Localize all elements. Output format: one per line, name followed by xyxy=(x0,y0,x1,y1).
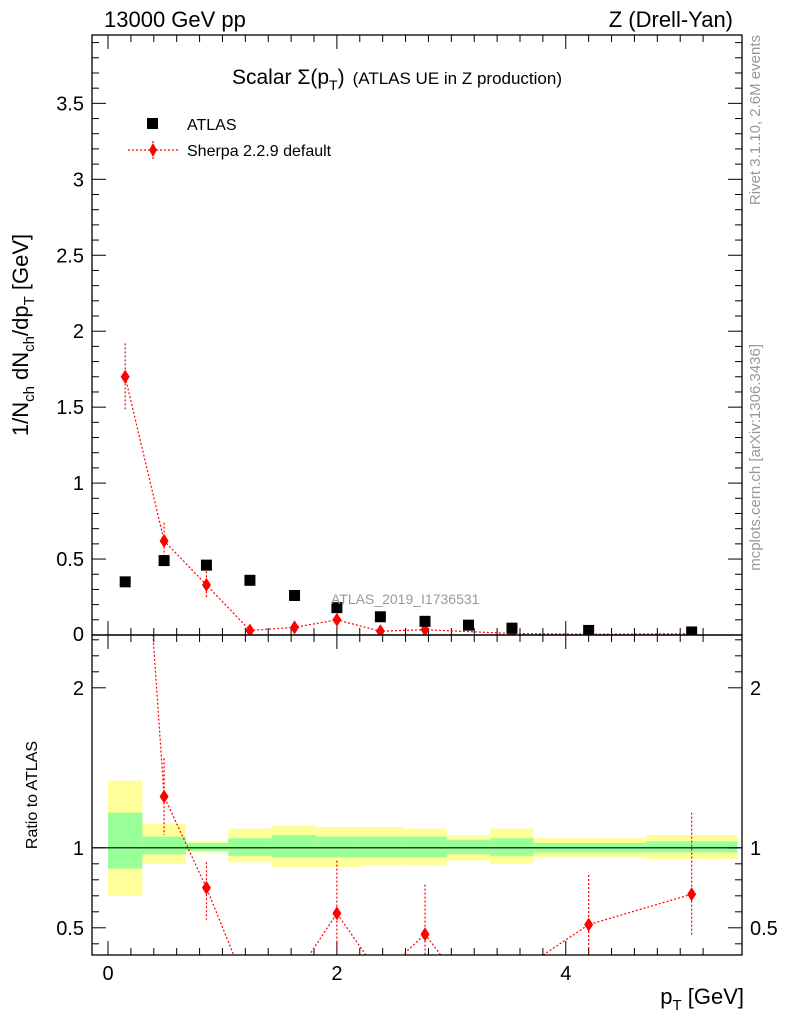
title-sub: T xyxy=(329,77,338,93)
title-main: Scalar Σ(p xyxy=(232,66,329,89)
analysis-watermark: ATLAS_2019_I1736531 xyxy=(331,591,480,607)
ratio-ytick-label: 0.5 xyxy=(56,918,84,940)
ylabel-part4: [GeV] xyxy=(8,234,33,296)
main-ytick-label: 0.5 xyxy=(56,549,84,571)
ratio-band-inner xyxy=(316,836,360,858)
atlas-data-point xyxy=(506,622,518,634)
ratio-point xyxy=(376,969,385,983)
mcplots-label: mcplots.cern.ch [arXiv:1306.3436] xyxy=(747,344,764,571)
ratio-band-inner xyxy=(446,839,491,855)
mc-point xyxy=(332,612,342,627)
ratio-ytick-label-right: 2 xyxy=(750,678,761,700)
xlabel-rest: [GeV] xyxy=(682,984,744,1009)
ratio-band-inner xyxy=(108,812,143,869)
ratio-point xyxy=(290,970,299,984)
ratio-frame xyxy=(91,634,743,956)
ratio-point xyxy=(687,887,697,902)
ratio-band-inner xyxy=(185,843,229,851)
xtick-label: 0 xyxy=(102,963,113,985)
plot-title: Scalar Σ(pT) (ATLAS UE in Z production) xyxy=(232,66,562,93)
ratio-band-inner xyxy=(228,838,272,856)
mc-point xyxy=(375,624,385,635)
atlas-data-point xyxy=(374,611,386,623)
ratio-point xyxy=(201,880,211,895)
legend-mc-marker xyxy=(149,143,157,157)
legend-atlas-label: ATLAS xyxy=(187,117,237,134)
ylabel-sub1: ch xyxy=(21,386,38,402)
main-ylabel: 1/Nch dNch/dpT [GeV] xyxy=(8,234,38,436)
atlas-data-point xyxy=(158,555,170,567)
ylabel-sub2: ch xyxy=(21,336,38,352)
atlas-data-point xyxy=(331,602,343,614)
atlas-data-point xyxy=(289,590,301,602)
mc-point xyxy=(201,577,211,592)
main-axis-ticks: 0.5 1 1.5 2 2.5 3 3.5 0 xyxy=(56,35,742,646)
ratio-ylabel: Ratio to ATLAS xyxy=(24,741,41,849)
xtick-label: 4 xyxy=(560,963,571,985)
ratio-uncertainty-bands xyxy=(108,780,738,896)
mc-point xyxy=(245,623,255,635)
ratio-series-line xyxy=(152,635,692,955)
ratio-point xyxy=(420,927,430,942)
atlas-data-point xyxy=(419,615,431,627)
ratio-point xyxy=(584,917,594,932)
legend-mc-label: Sherpa 2.2.9 default xyxy=(187,143,332,160)
main-ytick-label: 3 xyxy=(73,169,84,191)
ratio-ytick-label: 2 xyxy=(73,678,84,700)
ratio-band-inner xyxy=(271,835,317,858)
title-close: ) xyxy=(338,66,345,89)
atlas-data-point xyxy=(583,624,595,635)
xlabel-sub: T xyxy=(672,997,681,1014)
ratio-ytick-label-right: 1 xyxy=(750,838,761,860)
atlas-data-point xyxy=(686,626,698,635)
rivet-label: Rivet 3.1.10, 2.6M events xyxy=(747,35,764,205)
mc-point xyxy=(120,369,130,384)
ratio-band-inner xyxy=(359,836,404,858)
ratio-point xyxy=(159,789,169,804)
ratio-point xyxy=(121,225,130,239)
ratio-point xyxy=(332,906,342,921)
xtick-label: 2 xyxy=(331,963,342,985)
atlas-data-point xyxy=(462,619,474,631)
legend: ATLAS Sherpa 2.2.9 default xyxy=(128,117,332,160)
ylabel-sub3: T xyxy=(21,296,38,305)
ylabel-part3: /dp xyxy=(8,305,33,336)
main-ytick-label-zero: 0 xyxy=(73,624,84,646)
ratio-point xyxy=(245,988,254,1002)
mc-point xyxy=(159,533,169,548)
main-ytick-label: 2.5 xyxy=(56,245,84,267)
ratio-data-layer xyxy=(121,225,697,1002)
ratio-band-inner xyxy=(142,836,186,855)
ratio-ytick-label-right: 0.5 xyxy=(750,918,778,940)
xlabel-p: p xyxy=(660,984,672,1009)
ratio-band-inner xyxy=(645,841,738,853)
title-desc: (ATLAS UE in Z production) xyxy=(353,69,562,88)
ratio-band-inner xyxy=(490,838,534,856)
main-data-layer xyxy=(119,343,698,635)
ylabel-part2: dN xyxy=(8,352,33,386)
xlabel: pT [GeV] xyxy=(660,984,744,1014)
legend-atlas-marker xyxy=(147,118,158,129)
atlas-data-point xyxy=(244,574,256,586)
ratio-band-inner xyxy=(403,836,447,858)
mc-point xyxy=(420,622,430,635)
header-energy: 13000 GeV pp xyxy=(104,7,246,32)
atlas-data-point xyxy=(200,559,212,571)
ratio-ytick-label: 1 xyxy=(73,838,84,860)
main-ytick-label: 2 xyxy=(73,321,84,343)
atlas-data-point xyxy=(119,576,131,588)
main-ytick-label: 1 xyxy=(73,473,84,495)
ratio-axis-ticks: 0.5 0.5 1 1 2 2 0 2 4 xyxy=(56,635,778,985)
main-ytick-label: 1.5 xyxy=(56,397,84,419)
ratio-point xyxy=(507,969,516,983)
ylabel-part1: 1/N xyxy=(8,402,33,436)
header-process: Z (Drell-Yan) xyxy=(609,7,733,32)
mc-point xyxy=(290,620,300,635)
ratio-point xyxy=(464,985,473,999)
main-ytick-label: 3.5 xyxy=(56,93,84,115)
